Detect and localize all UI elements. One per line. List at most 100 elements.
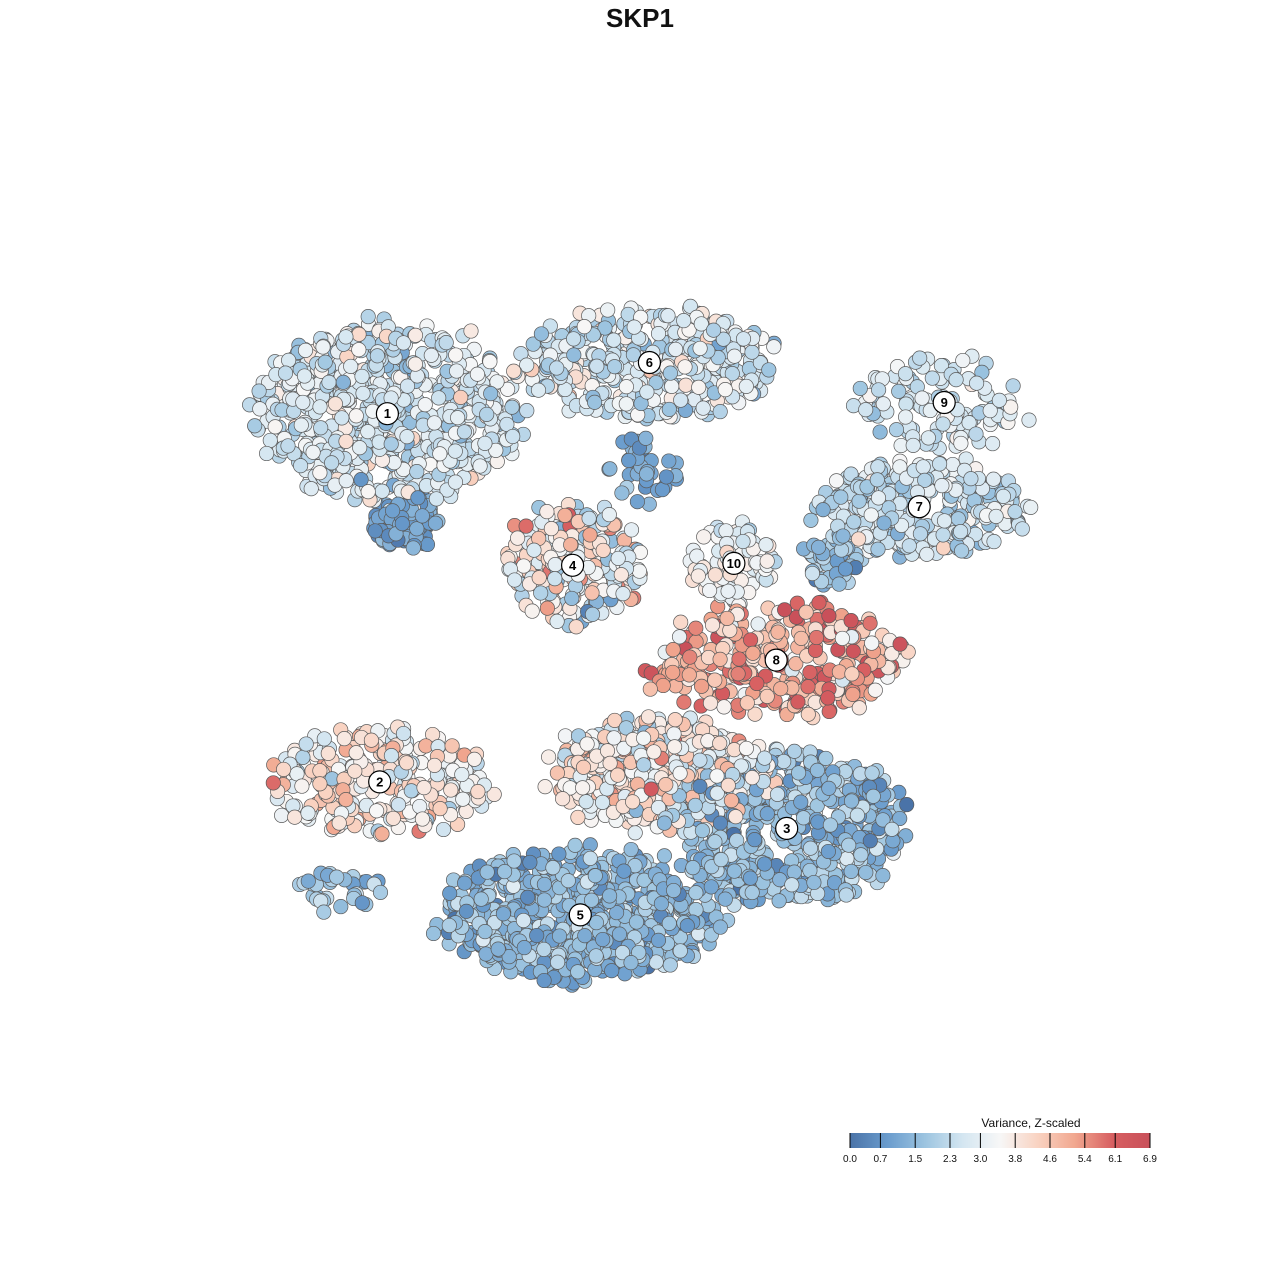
cell-point: [516, 940, 532, 956]
cell-point: [374, 483, 390, 499]
cell-point: [870, 541, 886, 557]
cell-point: [588, 948, 604, 964]
cell-point: [1021, 412, 1037, 428]
cell-point: [594, 794, 611, 810]
cell-point: [526, 542, 542, 558]
cell-point: [363, 732, 379, 748]
cell-point: [333, 899, 349, 915]
cluster-label: 9: [941, 395, 948, 410]
cell-point: [490, 941, 506, 957]
cell-point: [742, 870, 758, 886]
cell-point: [712, 815, 728, 831]
cell-point: [706, 322, 722, 338]
cell-point: [555, 791, 571, 807]
cell-point: [450, 410, 466, 426]
cell-point: [653, 896, 669, 912]
cell-point: [739, 695, 755, 711]
cell-point: [312, 399, 328, 415]
cell-point: [338, 792, 354, 808]
cell-point: [650, 932, 667, 948]
cell-point: [662, 365, 678, 381]
cell-point: [615, 586, 631, 602]
cell-point: [547, 557, 563, 573]
cell-point: [589, 358, 605, 374]
cell-point: [681, 667, 697, 683]
cell-point: [315, 339, 331, 355]
cell-point: [809, 762, 825, 778]
cell-point: [374, 826, 390, 842]
cell-point: [533, 326, 549, 342]
cell-point: [694, 823, 710, 839]
cell-point: [469, 366, 485, 382]
cell-point: [875, 396, 891, 412]
cell-point: [412, 798, 428, 815]
cell-point: [769, 786, 786, 802]
cell-point: [614, 485, 630, 501]
cell-point: [287, 809, 303, 825]
cell-point: [531, 570, 547, 586]
cell-point: [810, 814, 826, 830]
cell-point: [730, 666, 746, 682]
cell-point: [948, 372, 964, 388]
cell-point: [692, 752, 708, 768]
cell-point: [665, 642, 681, 658]
cell-point: [640, 709, 657, 725]
cell-point: [766, 339, 782, 355]
cell-point: [655, 677, 671, 694]
cell-point: [313, 420, 329, 436]
chart-title: SKP1: [606, 3, 674, 33]
cell-point: [666, 882, 682, 899]
cell-point: [690, 568, 706, 584]
cell-point: [811, 539, 827, 555]
cell-point: [800, 706, 816, 722]
cell-point: [455, 791, 471, 807]
cell-point: [385, 503, 401, 519]
cell-point: [631, 563, 647, 579]
cell-point: [696, 529, 712, 545]
cell-point: [726, 348, 743, 364]
cell-point: [623, 522, 640, 538]
cell-point: [522, 854, 538, 870]
cell-point: [695, 400, 711, 416]
cell-point: [582, 850, 598, 866]
cell-point: [662, 957, 678, 973]
cell-point: [425, 925, 442, 942]
cell-point: [905, 437, 921, 453]
cell-point: [343, 358, 359, 374]
cell-point: [427, 515, 444, 531]
cell-point: [560, 873, 576, 889]
cell-point: [399, 755, 415, 771]
cell-point: [912, 350, 928, 366]
cell-point: [533, 585, 549, 601]
cell-point: [602, 888, 618, 904]
cell-point: [293, 417, 309, 433]
cell-point: [320, 745, 336, 761]
cell-point: [688, 902, 704, 918]
cell-point: [672, 943, 688, 959]
cell-point: [316, 904, 332, 920]
cell-point: [712, 651, 728, 667]
cell-point: [955, 352, 971, 369]
cell-point: [447, 474, 464, 490]
cell-point: [551, 846, 567, 862]
cell-point: [432, 801, 448, 817]
cell-point: [518, 518, 534, 534]
cell-point: [549, 360, 565, 376]
cell-point: [620, 306, 636, 322]
cell-point: [447, 443, 463, 459]
cell-point: [426, 415, 442, 431]
cell-point: [448, 347, 464, 363]
cell-point: [414, 508, 430, 524]
cell-point: [664, 378, 680, 394]
cell-point: [898, 396, 914, 412]
cell-point: [935, 540, 952, 556]
cell-point: [802, 840, 819, 856]
cell-point: [426, 757, 443, 773]
cell-point: [870, 459, 886, 475]
cell-point: [643, 781, 659, 797]
cell-point: [329, 869, 345, 885]
cell-point: [383, 748, 399, 764]
cell-point: [352, 440, 368, 456]
cell-point: [317, 354, 333, 370]
cell-point: [712, 404, 728, 420]
